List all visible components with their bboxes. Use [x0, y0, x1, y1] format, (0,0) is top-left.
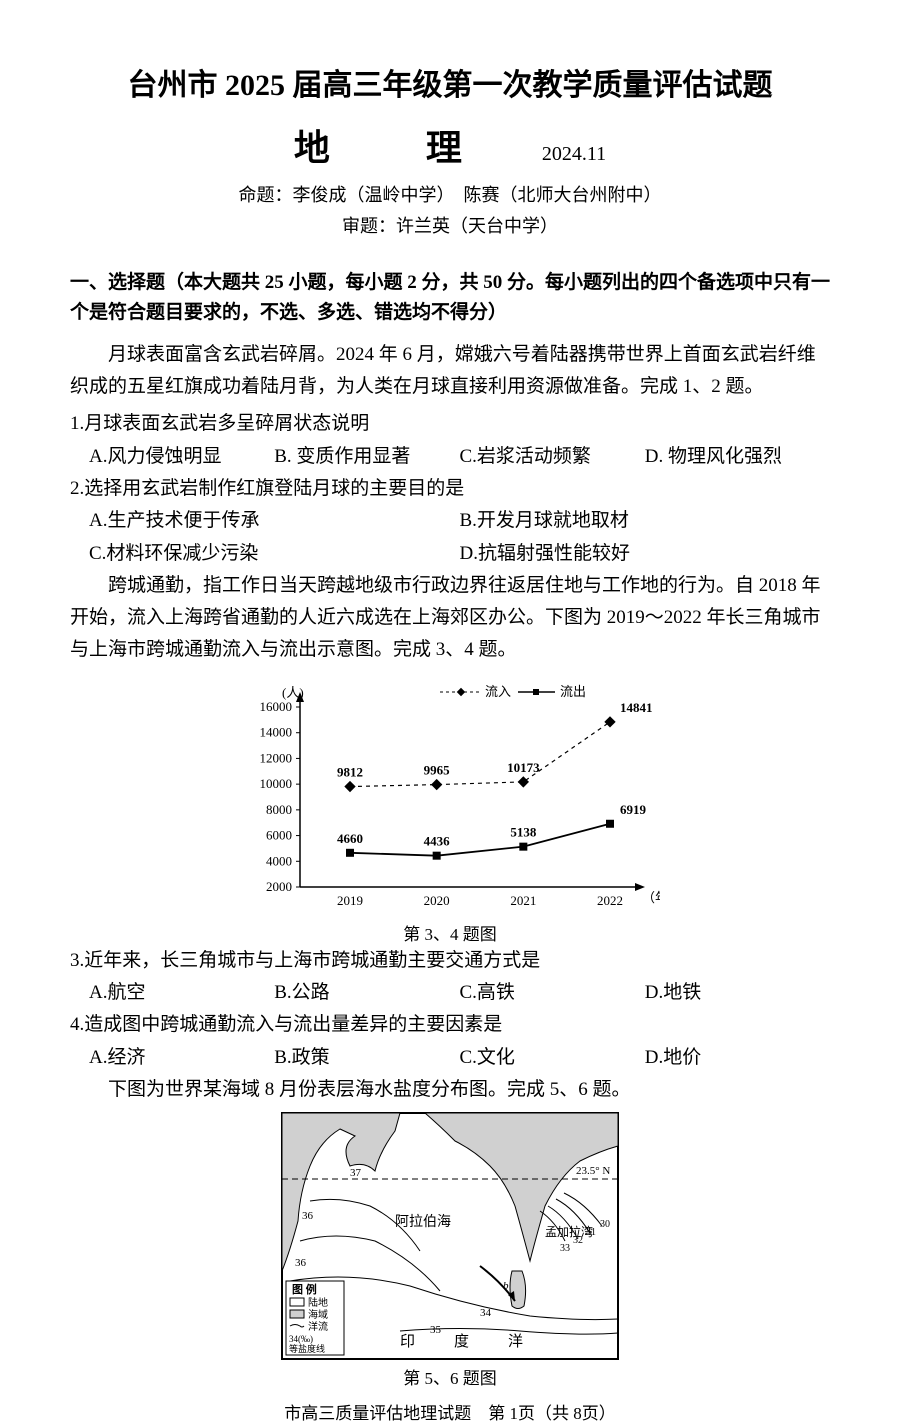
passage-1: 月球表面富含玄武岩碎屑。2024 年 6 月，嫦娥六号着陆器携带世界上首面玄武岩… [70, 339, 830, 404]
q1-a: A.风力侵蚀明显 [89, 441, 274, 473]
chart-legend: 流入 流出 [440, 684, 586, 699]
legend-in: 流入 [485, 684, 511, 699]
svg-text:2022: 2022 [597, 893, 623, 908]
svg-text:2021: 2021 [510, 893, 536, 908]
q4-d: D.地价 [645, 1042, 830, 1074]
y-axis-label: (人) [282, 685, 304, 700]
sal-32: 32 [573, 1235, 583, 1246]
exam-date: 2024.11 [542, 143, 606, 166]
svg-text:4436: 4436 [424, 833, 451, 848]
svg-text:8000: 8000 [266, 802, 292, 817]
q4-c: C.文化 [460, 1042, 645, 1074]
svg-text:10173: 10173 [507, 760, 540, 775]
q2-stem: 2.选择用玄武岩制作红旗登陆月球的主要目的是 [70, 473, 830, 505]
q2-a: A.生产技术便于传承 [89, 505, 460, 537]
sal-30: 30 [600, 1219, 610, 1230]
q4-b: B.政策 [274, 1042, 459, 1074]
svg-text:14000: 14000 [260, 724, 293, 739]
sal-34: 34 [480, 1307, 492, 1319]
latitude-label: 23.5° N [576, 1165, 610, 1177]
sal-37: 37 [350, 1167, 362, 1179]
passage-3: 下图为世界某海域 8 月份表层海水盐度分布图。完成 5、6 题。 [70, 1074, 830, 1106]
q2-options-row1: A.生产技术便于传承 B.开发月球就地取材 [70, 505, 830, 537]
svg-text:16000: 16000 [260, 699, 293, 714]
q4-a: A.经济 [89, 1042, 274, 1074]
map-5-6: 23.5° N 阿拉伯海 孟加拉湾 印 度 洋 37 36 36 35 34 3… [280, 1111, 620, 1389]
legend-land: 陆地 [308, 1296, 328, 1309]
q2-d: D.抗辐射强性能较好 [460, 538, 831, 570]
sal-33: 33 [560, 1243, 570, 1254]
svg-text:9812: 9812 [337, 764, 363, 779]
q4-options: A.经济 B.政策 C.文化 D.地价 [70, 1042, 830, 1074]
svg-text:2019: 2019 [337, 893, 363, 908]
svg-text:9965: 9965 [424, 762, 451, 777]
q3-c: C.高铁 [460, 977, 645, 1009]
exam-title: 台州市 2025 届高三年级第一次教学质量评估试题 [70, 60, 830, 104]
authors-line1: 命题：李俊成（温岭中学） 陈赛（北师大台州附中） [70, 181, 830, 207]
svg-text:4000: 4000 [266, 853, 292, 868]
authors-line2: 审题：许兰英（天台中学） [70, 212, 830, 238]
svg-text:14841: 14841 [620, 700, 653, 715]
svg-text:10000: 10000 [260, 776, 293, 791]
legend-sea: 海域 [308, 1308, 328, 1321]
svg-text:6919: 6919 [620, 802, 647, 817]
sal-36b: 36 [295, 1257, 307, 1269]
sal-31: 31 [586, 1227, 596, 1238]
section-header: 一、选择题（本大题共 25 小题，每小题 2 分，共 50 分。每小题列出的四个… [70, 268, 830, 329]
svg-text:12000: 12000 [260, 750, 293, 765]
legend-salinity: 等盐度线 [289, 1343, 325, 1354]
chart-3-4: (人) （年） 2000 4000 6000 8000 10000 12000 14000 1… [240, 677, 660, 945]
q3-stem: 3.近年来，长三角城市与上海市跨城通勤主要交通方式是 [70, 945, 830, 977]
legend-sal-ex: 34(‰) [289, 1334, 313, 1344]
subject: 地 理 [294, 119, 492, 171]
q1-options: A.风力侵蚀明显 B. 变质作用显著 C.岩浆活动频繁 D. 物理风化强烈 [70, 441, 830, 473]
q1-b: B. 变质作用显著 [274, 441, 459, 473]
svg-text:6000: 6000 [266, 827, 292, 842]
legend-current: 洋流 [308, 1320, 328, 1333]
q3-options: A.航空 B.公路 C.高铁 D.地铁 [70, 977, 830, 1009]
sal-36a: 36 [302, 1210, 314, 1222]
svg-text:2000: 2000 [266, 879, 292, 894]
q1-c: C.岩浆活动频繁 [460, 441, 645, 473]
q3-a: A.航空 [89, 977, 274, 1009]
passage-2: 跨城通勤，指工作日当天跨越地级市行政边界往返居住地与工作地的行为。自 2018 … [70, 570, 830, 667]
sal-35: 35 [430, 1324, 442, 1336]
legend-out: 流出 [560, 684, 586, 699]
q3-d: D.地铁 [645, 977, 830, 1009]
page-footer: 市高三质量评估地理试题 第 1页（共 8页） [70, 1399, 830, 1424]
map-caption: 第 5、6 题图 [280, 1364, 620, 1389]
ocean-label: 印 度 洋 [400, 1333, 535, 1350]
q3-b: B.公路 [274, 977, 459, 1009]
q4-stem: 4.造成图中跨城通勤流入与流出量差异的主要因素是 [70, 1009, 830, 1041]
q1-stem: 1.月球表面玄武岩多呈碎屑状态说明 [70, 408, 830, 440]
sea-label-1: 阿拉伯海 [395, 1214, 451, 1230]
svg-text:2020: 2020 [424, 893, 450, 908]
q2-c: C.材料环保减少污染 [89, 538, 460, 570]
svg-text:4660: 4660 [337, 831, 363, 846]
legend-title: 图 例 [292, 1282, 317, 1296]
q2-b: B.开发月球就地取材 [460, 505, 831, 537]
current-b: b [503, 1280, 509, 1292]
svg-text:5138: 5138 [510, 824, 537, 839]
x-axis-label: （年） [642, 890, 660, 905]
chart-caption: 第 3、4 题图 [240, 920, 660, 945]
q1-d: D. 物理风化强烈 [645, 441, 830, 473]
subject-row: 地 理 2024.11 [70, 119, 830, 171]
q2-options-row2: C.材料环保减少污染 D.抗辐射强性能较好 [70, 538, 830, 570]
